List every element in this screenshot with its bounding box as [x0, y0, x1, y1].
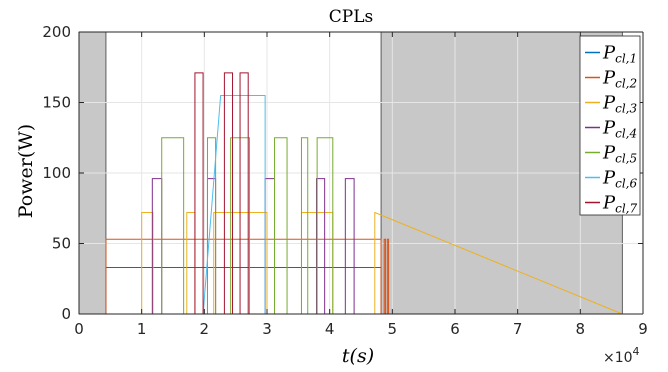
x-exponent-power: 4	[633, 345, 640, 358]
y-tick-label: 50	[52, 235, 71, 253]
legend-label-subscript: cl,4	[615, 127, 637, 141]
legend-label-subscript: cl,5	[615, 152, 637, 166]
y-tick-label: 0	[61, 305, 71, 323]
x-exponent-base: ×10	[603, 350, 633, 366]
legend-label-subscript: cl,3	[615, 102, 637, 116]
legend-label: Pcl,7	[602, 193, 637, 216]
legend-label-main: P	[602, 93, 616, 114]
legend-box	[579, 35, 641, 216]
legend-label: Pcl,6	[602, 168, 637, 191]
y-tick-label: 200	[42, 23, 71, 41]
x-tick-label: 2	[200, 320, 210, 338]
x-exponent-label: ×104	[603, 345, 640, 366]
x-tick-label: 8	[576, 320, 586, 338]
y-axis-label: Power(W)	[15, 124, 37, 218]
legend-label-main: P	[602, 43, 616, 64]
legend-label-subscript: cl,7	[615, 202, 637, 216]
x-tick-label: 0	[74, 320, 84, 338]
x-axis-label: t(s)	[342, 345, 374, 367]
x-tick-label: 9	[638, 320, 648, 338]
legend-label-main: P	[602, 193, 616, 214]
legend-label-subscript: cl,1	[615, 52, 637, 66]
x-tick-label: 5	[388, 320, 398, 338]
axes	[78, 31, 644, 315]
legend-label-main: P	[602, 68, 616, 89]
legend-label-subscript: cl,2	[615, 77, 637, 91]
x-tick-label: 1	[137, 320, 147, 338]
y-tick-label: 150	[42, 94, 71, 112]
tick-labels: 0 1 2 3 4 5 6 7 8 9 0 50 100 150 200	[42, 23, 647, 338]
x-tick-label: 3	[262, 320, 272, 338]
legend-label-main: P	[602, 118, 616, 139]
x-tick-label: 6	[450, 320, 460, 338]
legend-label: Pcl,5	[602, 143, 637, 166]
x-tick-label: 4	[325, 320, 335, 338]
series-line-2	[79, 238, 623, 315]
chart-title: CPLs	[329, 7, 373, 27]
legend-label: Pcl,1	[602, 43, 637, 66]
legend-label-main: P	[602, 143, 616, 164]
legend-label: Pcl,2	[602, 68, 637, 91]
series-line-7	[79, 72, 623, 315]
legend-label-subscript: cl,6	[615, 177, 637, 191]
legend-label-main: P	[602, 168, 616, 189]
x-tick-label: 7	[513, 320, 523, 338]
legend-label: Pcl,4	[602, 118, 637, 141]
legend-label: Pcl,3	[602, 93, 637, 116]
y-tick-label: 100	[42, 164, 71, 182]
